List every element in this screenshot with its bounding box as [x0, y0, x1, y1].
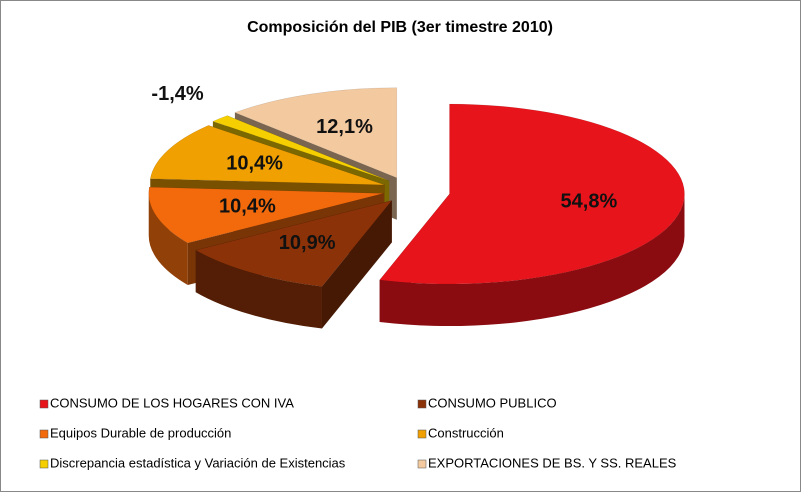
- slice-top: [149, 125, 385, 186]
- legend-swatch: [417, 399, 427, 409]
- legend-swatch: [39, 399, 49, 409]
- legend-label: EXPORTACIONES DE BS. Y SS. REALES: [428, 455, 677, 470]
- slice-top: [234, 87, 398, 179]
- slice-top: [148, 186, 384, 244]
- chart-title: Composición del PIB (3er timestre 2010): [247, 19, 553, 36]
- data-label: 12,1%: [316, 116, 373, 138]
- slice: [379, 103, 685, 327]
- legend-label: Construcción: [428, 425, 504, 440]
- slice-side: [148, 193, 188, 286]
- legend-swatch: [417, 459, 427, 469]
- data-label: 10,4%: [219, 195, 276, 217]
- slice: [195, 200, 393, 329]
- slice-top: [212, 115, 390, 182]
- legend-swatch: [417, 429, 427, 439]
- legend-swatch: [39, 459, 49, 469]
- data-label: -1,4%: [151, 83, 203, 105]
- legend-label: Discrepancia estadística y Variación de …: [50, 455, 346, 470]
- legend-label: CONSUMO DE LOS HOGARES CON IVA: [50, 395, 294, 410]
- slice-top: [379, 103, 685, 285]
- slice-side: [195, 250, 322, 329]
- slice-side: [379, 194, 685, 327]
- data-label: 10,4%: [226, 152, 283, 174]
- legend-label: Equipos Durable de producción: [50, 425, 231, 440]
- data-label: 10,9%: [279, 232, 336, 254]
- legend-label: CONSUMO PUBLICO: [428, 395, 557, 410]
- data-label: 54,8%: [561, 190, 618, 212]
- slice-top: [195, 200, 393, 287]
- legend-swatch: [39, 429, 49, 439]
